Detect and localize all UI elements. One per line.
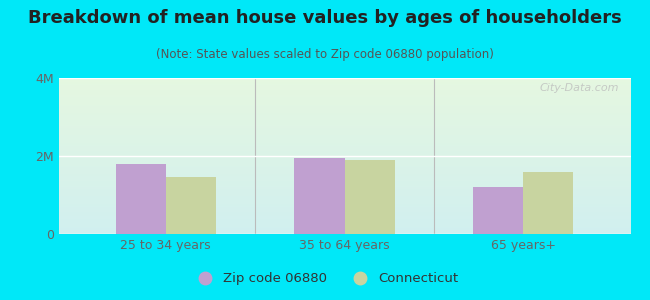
Bar [344, 160, 395, 234]
Bar [116, 164, 166, 234]
Text: (Note: State values scaled to Zip code 06880 population): (Note: State values scaled to Zip code 0… [156, 48, 494, 61]
Text: City-Data.com: City-Data.com [540, 83, 619, 93]
Bar [166, 177, 216, 234]
Text: Breakdown of mean house values by ages of householders: Breakdown of mean house values by ages o… [28, 9, 622, 27]
Bar [473, 187, 523, 234]
Legend: Zip code 06880, Connecticut: Zip code 06880, Connecticut [186, 267, 464, 290]
Bar [294, 158, 344, 234]
Bar [523, 172, 573, 234]
